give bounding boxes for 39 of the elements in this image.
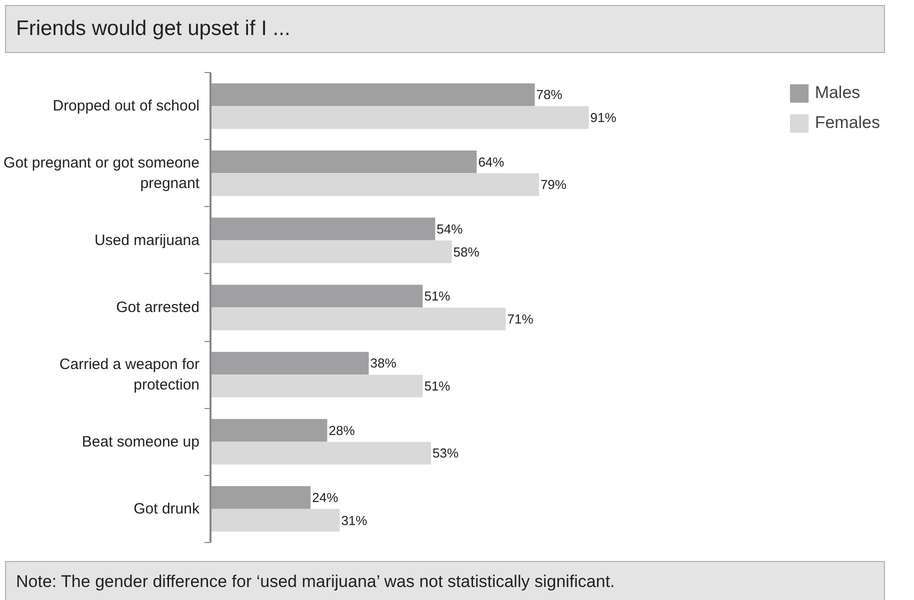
bar: [210, 442, 432, 465]
bar: [210, 352, 369, 375]
bar: [210, 240, 452, 264]
y-tick-label: Used marijuana: [94, 232, 200, 249]
bar: [210, 486, 311, 509]
bar: [210, 308, 506, 330]
bar: [210, 284, 423, 308]
data-label: 71%: [507, 311, 534, 326]
data-label: 58%: [453, 244, 480, 260]
data-label: 51%: [424, 378, 451, 394]
data-label: 38%: [370, 356, 397, 371]
bar: [210, 173, 539, 196]
data-label: 24%: [312, 490, 339, 506]
bar: [210, 83, 535, 106]
data-label: 78%: [536, 87, 563, 102]
data-label: 31%: [341, 512, 368, 528]
legend-label: Females: [814, 113, 880, 133]
data-label: 79%: [540, 177, 567, 192]
bar: [210, 106, 589, 129]
chart-title: Friends would get upset if I ...: [16, 16, 290, 42]
y-tick-label: Got drunk: [134, 500, 200, 518]
text: Note: The gender difference for ‘used marijuana’ was not statistically significant.: [16, 571, 615, 593]
bar: [210, 218, 436, 240]
y-tick-label: Dropped out of school: [52, 98, 200, 115]
y-tick-label: Carried a weapon for protection: [59, 356, 200, 394]
legend-label: Males: [814, 83, 860, 103]
bar: [210, 150, 477, 174]
data-label: 64%: [478, 154, 505, 170]
data-label: 51%: [424, 288, 451, 304]
data-label: 91%: [590, 110, 617, 125]
y-tick-label: Got pregnant or got someone pregnant: [4, 154, 200, 192]
y-tick-label: Beat someone up: [82, 433, 200, 450]
data-label: 28%: [328, 422, 356, 438]
bar: [210, 374, 423, 398]
bar: [210, 419, 328, 442]
data-label: 53%: [432, 446, 459, 461]
bar: [210, 509, 340, 532]
y-tick-label: Got arrested: [116, 299, 200, 316]
data-label: 54%: [436, 221, 464, 236]
